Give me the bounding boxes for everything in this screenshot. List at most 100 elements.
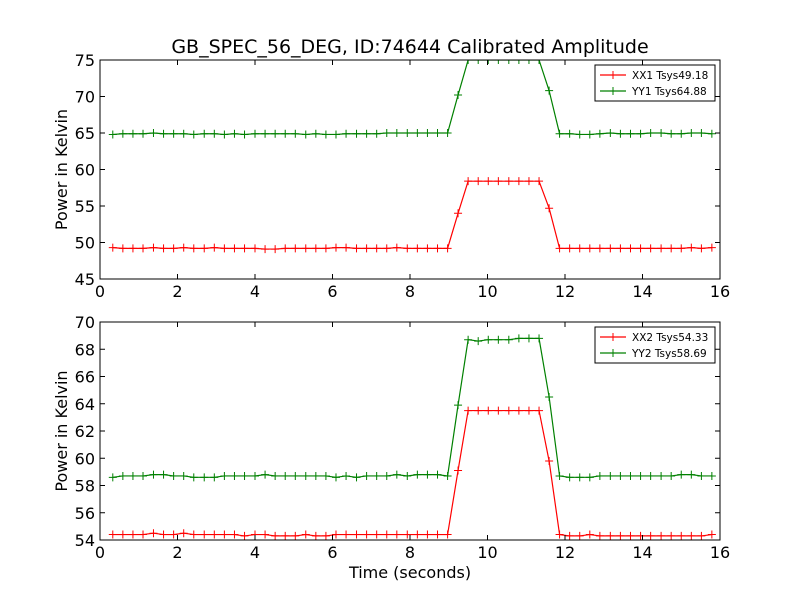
data-point xyxy=(342,243,351,252)
data-point xyxy=(179,243,188,252)
data-point xyxy=(169,530,178,539)
data-point xyxy=(321,244,330,253)
data-point xyxy=(433,530,442,539)
legend-marker xyxy=(609,71,617,79)
data-point xyxy=(585,530,594,539)
data-point xyxy=(200,473,209,482)
data-point xyxy=(392,470,401,479)
data-point xyxy=(240,130,249,139)
data-point xyxy=(616,129,625,138)
data-point xyxy=(667,531,676,540)
data-point xyxy=(342,129,351,138)
data-point xyxy=(291,471,300,480)
y-tick-label: 56 xyxy=(75,504,95,523)
data-point xyxy=(443,244,452,253)
data-point xyxy=(545,392,554,401)
data-point xyxy=(636,531,645,540)
y-tick-label: 62 xyxy=(75,422,95,441)
series-xx1 xyxy=(108,177,716,254)
legend: XX1 Tsys49.18 YY1 Tsys64.88 xyxy=(594,64,716,102)
legend-label: YY1 Tsys64.88 xyxy=(631,86,707,98)
data-point xyxy=(271,531,280,540)
x-tick-label: 8 xyxy=(405,282,415,301)
data-point xyxy=(697,531,706,540)
series-line xyxy=(112,409,712,537)
data-point xyxy=(382,530,391,539)
x-tick-label: 12 xyxy=(555,543,575,562)
data-point xyxy=(565,129,574,138)
series-yy1 xyxy=(108,60,716,139)
data-point xyxy=(514,177,523,186)
legend-label: XX2 Tsys54.33 xyxy=(632,332,708,344)
data-point xyxy=(433,244,442,253)
y-tick-label: 54 xyxy=(75,531,95,550)
data-point xyxy=(372,244,381,253)
data-point xyxy=(454,209,463,218)
data-point xyxy=(657,531,666,540)
data-point xyxy=(159,129,168,138)
data-point xyxy=(677,531,686,540)
data-point xyxy=(535,60,544,64)
data-point xyxy=(474,60,483,64)
data-point xyxy=(139,530,148,539)
data-point xyxy=(189,473,198,482)
data-point xyxy=(372,530,381,539)
data-point xyxy=(545,204,554,213)
data-point xyxy=(240,531,249,540)
data-point xyxy=(118,471,127,480)
y-tick-label: 45 xyxy=(75,270,95,289)
data-point xyxy=(311,129,320,138)
data-point xyxy=(149,243,158,252)
data-point xyxy=(128,244,137,253)
data-point xyxy=(331,473,340,482)
legend-marker xyxy=(609,349,617,357)
data-point xyxy=(382,244,391,253)
data-point xyxy=(575,244,584,253)
data-point xyxy=(210,530,219,539)
data-point xyxy=(575,473,584,482)
data-point xyxy=(484,335,493,344)
x-tick-label: 14 xyxy=(632,543,652,562)
data-point xyxy=(159,530,168,539)
data-point xyxy=(179,529,188,538)
data-point xyxy=(504,335,513,344)
data-point xyxy=(443,471,452,480)
data-point xyxy=(311,531,320,540)
data-point xyxy=(200,530,209,539)
data-point xyxy=(565,244,574,253)
data-point xyxy=(403,471,412,480)
data-point xyxy=(281,471,290,480)
data-point xyxy=(108,130,117,139)
data-point xyxy=(301,471,310,480)
data-point xyxy=(494,335,503,344)
data-point xyxy=(281,244,290,253)
data-point xyxy=(616,531,625,540)
data-point xyxy=(667,471,676,480)
data-point xyxy=(139,129,148,138)
data-point xyxy=(443,530,452,539)
data-point xyxy=(352,244,361,253)
data-point xyxy=(433,129,442,137)
data-point xyxy=(423,244,432,253)
data-point xyxy=(626,531,635,540)
y-tick-label: 55 xyxy=(75,197,95,216)
data-point xyxy=(108,530,117,539)
data-point xyxy=(189,130,198,139)
data-point xyxy=(220,471,229,480)
data-point xyxy=(657,244,666,253)
data-point xyxy=(626,471,635,480)
data-point xyxy=(230,244,239,253)
data-point xyxy=(413,244,422,253)
data-point xyxy=(657,471,666,480)
data-point xyxy=(108,243,117,252)
data-point xyxy=(220,530,229,539)
data-point xyxy=(697,471,706,480)
data-point xyxy=(159,244,168,253)
data-point xyxy=(413,129,422,137)
data-point xyxy=(514,406,523,415)
data-point xyxy=(595,471,604,480)
data-point xyxy=(606,244,615,253)
data-point xyxy=(311,471,320,480)
data-point xyxy=(697,244,706,253)
data-point xyxy=(139,244,148,253)
